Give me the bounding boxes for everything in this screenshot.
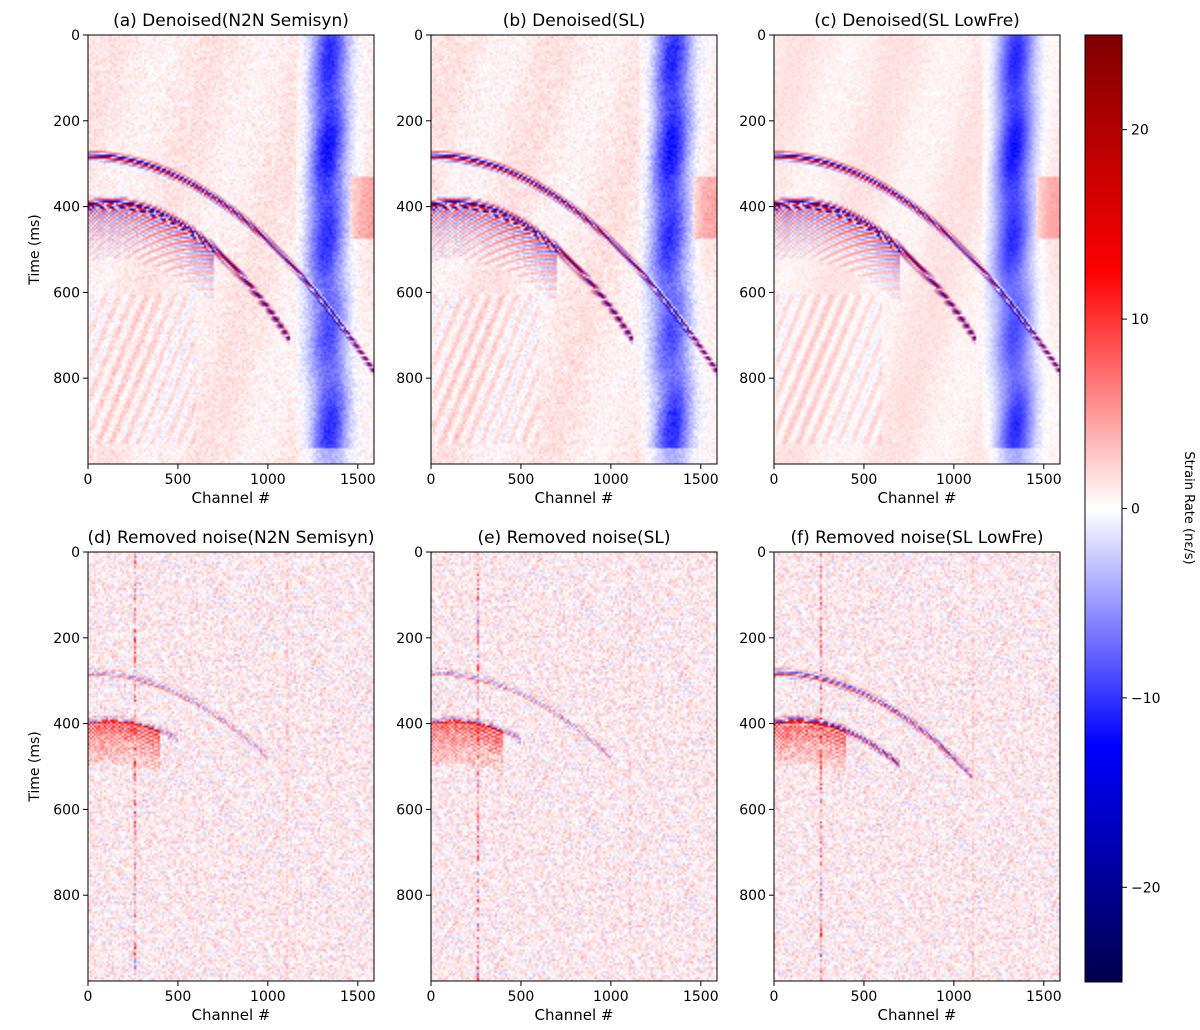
y-tick-label: 600 bbox=[396, 802, 423, 818]
y-tick-label: 400 bbox=[739, 200, 766, 216]
y-tick-label: 400 bbox=[53, 717, 80, 733]
panel-title: (e) Removed noise(SL) bbox=[477, 528, 670, 548]
panel-title: (a) Denoised(N2N Semisyn) bbox=[113, 11, 349, 31]
y-tick-label: 800 bbox=[739, 888, 766, 904]
plot-frame bbox=[87, 34, 375, 465]
colorbar-tick-label: −20 bbox=[1131, 880, 1161, 896]
x-tick-label: 1000 bbox=[593, 472, 629, 488]
y-tick-label: 400 bbox=[739, 717, 766, 733]
x-tick-label: 500 bbox=[851, 472, 878, 488]
y-tick-label: 800 bbox=[396, 371, 423, 387]
y-tick-label: 0 bbox=[414, 545, 423, 561]
heatmap-image bbox=[431, 552, 717, 981]
y-tick-label: 0 bbox=[71, 545, 80, 561]
plot-frame bbox=[87, 551, 375, 982]
y-tick-label: 0 bbox=[757, 28, 766, 44]
panels-group: (a) Denoised(N2N Semisyn) 0 500 1000 1500 Cha… bbox=[27, 11, 1062, 1024]
panel-title: (b) Denoised(SL) bbox=[503, 11, 646, 31]
plot-frame bbox=[773, 34, 1061, 465]
panel-c: (c) Denoised(SL LowFre) 0 500 1000 1500 Chann… bbox=[739, 11, 1061, 507]
y-tick-label: 400 bbox=[53, 200, 80, 216]
y-tick-label: 600 bbox=[739, 802, 766, 818]
colorbar-tick-label: 20 bbox=[1131, 123, 1149, 139]
x-axis-label: Channel # bbox=[192, 489, 271, 507]
y-tick-label: 600 bbox=[53, 285, 80, 301]
x-tick-label: 0 bbox=[84, 989, 93, 1005]
x-axis-label: Channel # bbox=[535, 1006, 614, 1024]
y-tick-label: 200 bbox=[396, 114, 423, 130]
heatmap-image bbox=[774, 35, 1060, 464]
x-tick-label: 0 bbox=[427, 472, 436, 488]
x-tick-label: 500 bbox=[165, 989, 192, 1005]
x-axis-label: Channel # bbox=[535, 489, 614, 507]
y-axis-label: Time (ms) bbox=[27, 214, 43, 286]
plot-frame bbox=[773, 551, 1061, 982]
x-tick-label: 1500 bbox=[683, 472, 719, 488]
colorbar-tick-label: −10 bbox=[1131, 691, 1161, 707]
x-tick-label: 0 bbox=[84, 472, 93, 488]
y-tick-label: 400 bbox=[396, 717, 423, 733]
plot-frame bbox=[430, 551, 718, 982]
heatmap-image bbox=[774, 552, 1060, 981]
panel-d: (d) Removed noise(N2N Semisyn) 0 500 1000 15… bbox=[27, 528, 376, 1024]
x-tick-label: 1000 bbox=[936, 472, 972, 488]
y-tick-label: 200 bbox=[396, 631, 423, 647]
x-tick-label: 0 bbox=[427, 989, 436, 1005]
heatmap-image bbox=[88, 35, 374, 464]
panel-title: (f) Removed noise(SL LowFre) bbox=[790, 528, 1043, 548]
y-tick-label: 400 bbox=[396, 200, 423, 216]
x-tick-label: 500 bbox=[508, 472, 535, 488]
x-tick-label: 0 bbox=[770, 472, 779, 488]
colorbar-label: Strain Rate (nε/s) bbox=[1181, 451, 1196, 564]
x-tick-label: 1000 bbox=[593, 989, 629, 1005]
plot-frame bbox=[430, 34, 718, 465]
x-tick-label: 1500 bbox=[1026, 472, 1062, 488]
y-tick-label: 600 bbox=[53, 802, 80, 818]
panel-b: (b) Denoised(SL) 0 500 1000 1500 Channel # 0 20… bbox=[396, 11, 718, 507]
heatmap-image bbox=[88, 552, 374, 981]
x-tick-label: 1500 bbox=[683, 989, 719, 1005]
x-tick-label: 500 bbox=[165, 472, 192, 488]
heatmap-image bbox=[431, 35, 717, 464]
x-tick-label: 1000 bbox=[936, 989, 972, 1005]
colorbar-tick-label: 10 bbox=[1131, 312, 1149, 328]
y-tick-label: 200 bbox=[739, 114, 766, 130]
panel-f: (f) Removed noise(SL LowFre) 0 500 1000 1500… bbox=[739, 528, 1061, 1024]
y-tick-label: 800 bbox=[53, 371, 80, 387]
y-tick-label: 200 bbox=[53, 631, 80, 647]
y-tick-label: 200 bbox=[739, 631, 766, 647]
x-tick-label: 1500 bbox=[1026, 989, 1062, 1005]
panel-title: (c) Denoised(SL LowFre) bbox=[814, 11, 1020, 31]
y-tick-label: 0 bbox=[71, 28, 80, 44]
x-tick-label: 500 bbox=[508, 989, 535, 1005]
x-axis-label: Channel # bbox=[878, 489, 957, 507]
colorbar-tick-label: 0 bbox=[1131, 502, 1140, 518]
x-tick-label: 500 bbox=[851, 989, 878, 1005]
x-axis-label: Channel # bbox=[192, 1006, 271, 1024]
y-tick-label: 600 bbox=[739, 285, 766, 301]
y-tick-label: 800 bbox=[739, 371, 766, 387]
colorbar: 20 10 0 −10 −20 Strain Rate (nε/s) bbox=[1084, 34, 1196, 983]
y-tick-label: 600 bbox=[396, 285, 423, 301]
x-axis-label: Channel # bbox=[878, 1006, 957, 1024]
y-tick-label: 200 bbox=[53, 114, 80, 130]
panel-title: (d) Removed noise(N2N Semisyn) bbox=[88, 528, 375, 548]
y-tick-label: 800 bbox=[53, 888, 80, 904]
colorbar-gradient bbox=[1084, 34, 1123, 983]
x-tick-label: 1500 bbox=[340, 989, 376, 1005]
y-tick-label: 800 bbox=[396, 888, 423, 904]
panel-a: (a) Denoised(N2N Semisyn) 0 500 1000 1500 Cha… bbox=[27, 11, 376, 507]
colorbar-ticks: 20 10 0 −10 −20 bbox=[1122, 123, 1161, 896]
panel-e: (e) Removed noise(SL) 0 500 1000 1500 Channel… bbox=[396, 528, 718, 1024]
y-tick-label: 0 bbox=[757, 545, 766, 561]
y-tick-label: 0 bbox=[414, 28, 423, 44]
x-tick-label: 1000 bbox=[250, 472, 286, 488]
x-tick-label: 0 bbox=[770, 989, 779, 1005]
y-axis-label: Time (ms) bbox=[27, 731, 43, 803]
x-tick-label: 1000 bbox=[250, 989, 286, 1005]
x-tick-label: 1500 bbox=[340, 472, 376, 488]
